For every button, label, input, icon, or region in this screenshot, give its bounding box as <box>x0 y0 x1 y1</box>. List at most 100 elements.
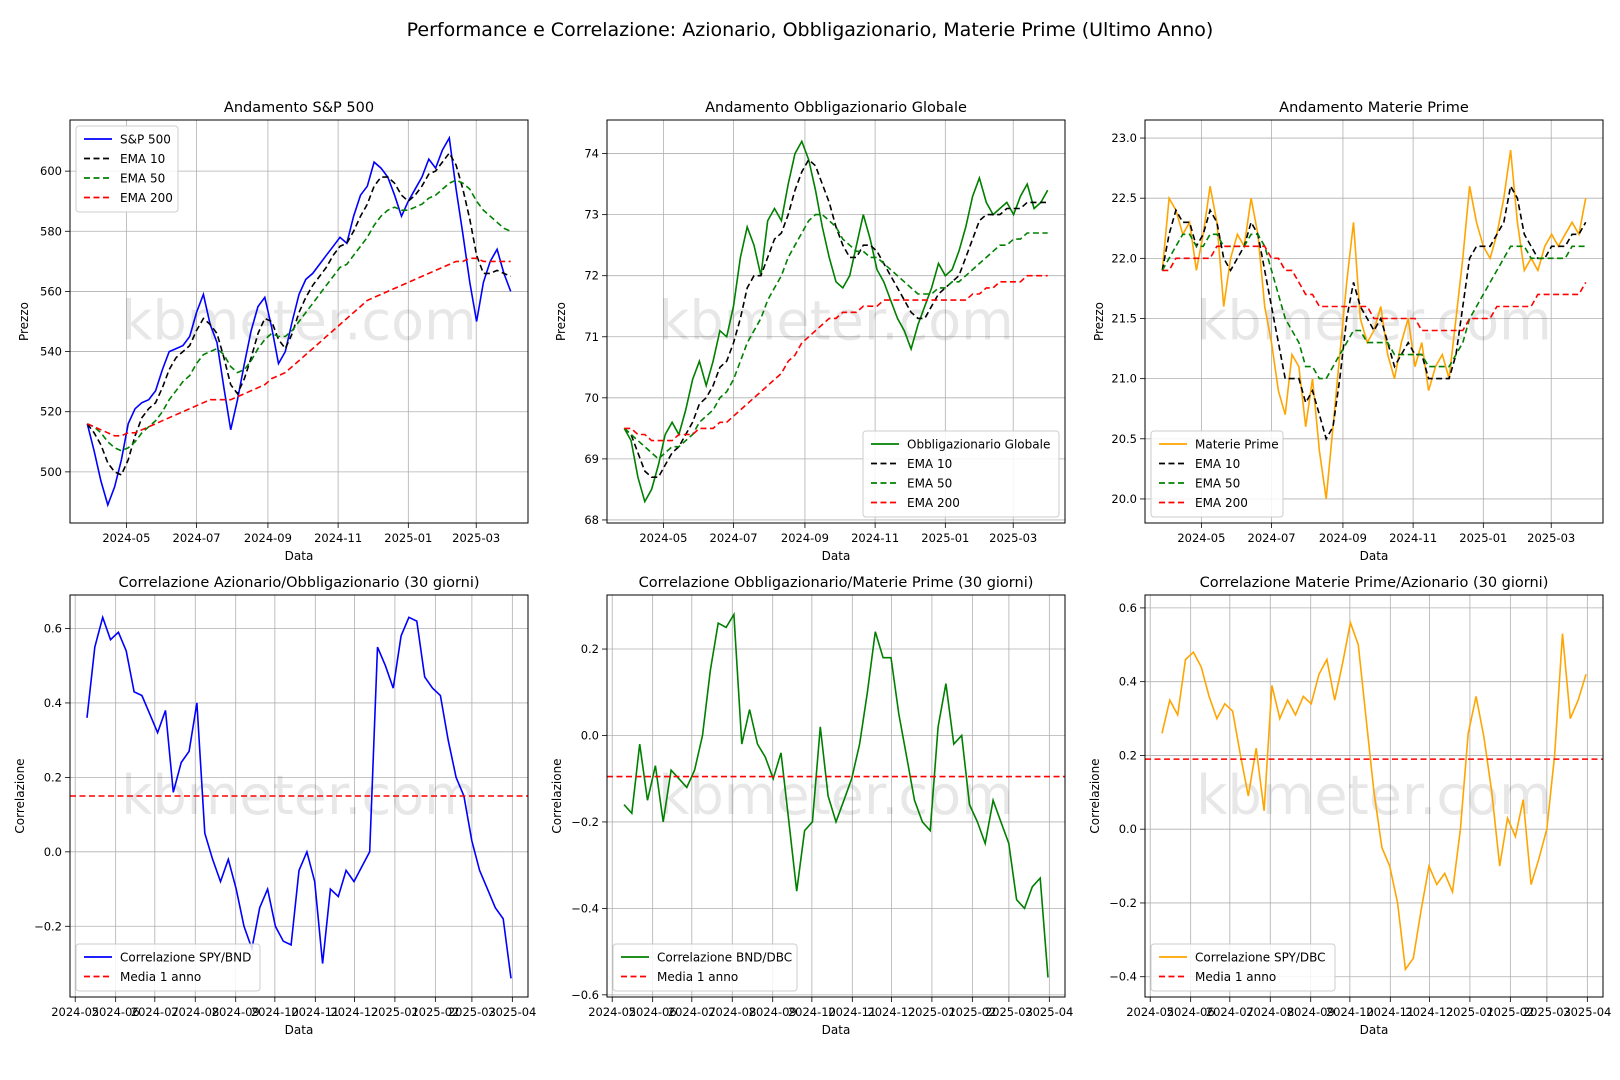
plot-frame <box>69 594 529 998</box>
legend-label: EMA 10 <box>120 152 165 166</box>
x-tick-label: 2024-06 <box>629 1005 677 1019</box>
legend-box <box>862 430 1060 518</box>
x-tick-label: 2024-09 <box>1287 1005 1335 1019</box>
y-tick-label: 72 <box>584 269 599 283</box>
x-tick-label: 2024-12 <box>867 1005 915 1019</box>
x-tick-label: 2025-04 <box>1563 1005 1611 1019</box>
x-tick-label: 2024-11 <box>1366 1005 1414 1019</box>
chart-panel-6: 2024-052024-062024-072024-082024-092024-… <box>1088 575 1611 1037</box>
x-tick-label: 2024-07 <box>173 531 221 545</box>
y-tick-label: 0.2 <box>1119 748 1137 762</box>
x-tick-label: 2024-05 <box>639 531 687 545</box>
series-line-1 <box>1161 619 1587 972</box>
x-tick-label: 2025-04 <box>1025 1005 1073 1019</box>
chart-panel-4: 2024-052024-062024-072024-082024-092024-… <box>13 575 536 1037</box>
y-tick-label: 500 <box>40 465 62 479</box>
y-tick-label: 22.5 <box>1111 191 1137 205</box>
x-tick-label: 2024-05 <box>1126 1005 1174 1019</box>
series-line-4 <box>1162 245 1587 332</box>
x-tick-label: 2024-05 <box>588 1005 636 1019</box>
legend-label: EMA 50 <box>120 172 165 186</box>
x-tick-label: 2024-11 <box>851 531 899 545</box>
series-line-1 <box>1161 149 1587 500</box>
y-tick-label: 21.5 <box>1111 311 1137 325</box>
x-tick-label: 2024-09 <box>749 1005 797 1019</box>
x-axis-label: Data <box>1360 1023 1389 1037</box>
legend-box <box>612 943 798 992</box>
x-tick-label: 2024-05 <box>51 1005 99 1019</box>
y-tick-label: 73 <box>584 208 599 222</box>
y-tick-label: 71 <box>584 330 599 344</box>
legend-label: EMA 200 <box>1195 496 1248 510</box>
x-axis-label: Data <box>285 549 314 563</box>
x-tick-label: 2024-10 <box>788 1005 836 1019</box>
x-tick-label: 2025-02 <box>411 1005 459 1019</box>
y-tick-label: 74 <box>584 147 599 161</box>
x-tick-label: 2024-09 <box>1319 531 1367 545</box>
x-tick-label: 2024-05 <box>102 531 150 545</box>
x-tick-label: 2025-03 <box>989 531 1037 545</box>
y-tick-label: 560 <box>40 284 62 298</box>
x-tick-label: 2024-08 <box>171 1005 219 1019</box>
series-line-2 <box>623 158 1048 478</box>
legend-box <box>75 125 179 213</box>
legend-label: EMA 200 <box>907 496 960 510</box>
legend-label: EMA 50 <box>907 477 952 491</box>
legend: Correlazione SPY/DBC Media 1 anno <box>1150 943 1336 992</box>
y-tick-label: 20.0 <box>1111 492 1137 506</box>
series-line-1 <box>623 139 1049 504</box>
legend-label: EMA 200 <box>120 191 173 205</box>
y-axis-label: Correlazione <box>1088 758 1102 833</box>
plot-frame <box>1144 119 1604 524</box>
x-tick-label: 2025-03 <box>985 1005 1033 1019</box>
chart-title: Correlazione Obbligazionario/Materie Pri… <box>639 575 1034 591</box>
y-tick-label: 540 <box>40 345 62 359</box>
x-tick-label: 2024-07 <box>668 1005 716 1019</box>
y-tick-label: 23.0 <box>1111 131 1137 145</box>
x-axis-label: Data <box>1360 549 1389 563</box>
y-axis-label: Prezzo <box>554 302 568 341</box>
series-line-2 <box>86 151 512 476</box>
series-line-1 <box>623 611 1049 978</box>
y-axis-label: Prezzo <box>1092 302 1106 341</box>
y-axis-label: Prezzo <box>17 302 31 341</box>
x-tick-label: 2024-07 <box>1248 531 1296 545</box>
x-tick-label: 2024-11 <box>1389 531 1437 545</box>
y-tick-label: −0.2 <box>1109 896 1137 910</box>
x-tick-label: 2025-01 <box>908 1005 956 1019</box>
legend-label: Media 1 anno <box>1195 970 1276 984</box>
series-line-4 <box>624 274 1048 442</box>
x-tick-label: 2024-11 <box>828 1005 876 1019</box>
x-tick-label: 2024-08 <box>708 1005 756 1019</box>
y-axis-label: Correlazione <box>550 758 564 833</box>
legend-box <box>75 943 261 992</box>
x-tick-label: 2024-12 <box>330 1005 378 1019</box>
legend: Materie Prime EMA 10 EMA 50 EMA 200 <box>1150 430 1284 518</box>
x-tick-label: 2025-03 <box>1523 1005 1571 1019</box>
chart-title: Andamento S&P 500 <box>224 100 374 116</box>
x-tick-label: 2025-01 <box>921 531 969 545</box>
y-tick-label: 0.0 <box>1119 822 1137 836</box>
x-tick-label: 2025-02 <box>948 1005 996 1019</box>
legend-box <box>1150 430 1284 518</box>
y-tick-label: 69 <box>584 452 599 466</box>
legend-label: Obbligazionario Globale <box>907 438 1050 452</box>
x-tick-label: 2025-01 <box>371 1005 419 1019</box>
y-tick-label: 22.0 <box>1111 251 1137 265</box>
watermark: kbmeter.com <box>658 290 1014 353</box>
plot-frame <box>606 594 1066 998</box>
chart-title: Andamento Materie Prime <box>1279 100 1469 116</box>
y-axis-label: Correlazione <box>13 758 27 833</box>
y-tick-label: −0.2 <box>571 815 599 829</box>
legend-label: Correlazione SPY/DBC <box>1195 951 1326 965</box>
x-tick-label: 2025-01 <box>1459 531 1507 545</box>
x-tick-label: 2024-09 <box>781 531 829 545</box>
y-tick-label: −0.2 <box>34 919 62 933</box>
figure-title: Performance e Correlazione: Azionario, O… <box>407 19 1214 41</box>
plot-frame <box>69 119 529 524</box>
x-tick-label: 2024-06 <box>1167 1005 1215 1019</box>
legend-label: Materie Prime <box>1195 438 1279 452</box>
watermark: kbmeter.com <box>658 764 1014 827</box>
series-line-1 <box>86 135 512 508</box>
